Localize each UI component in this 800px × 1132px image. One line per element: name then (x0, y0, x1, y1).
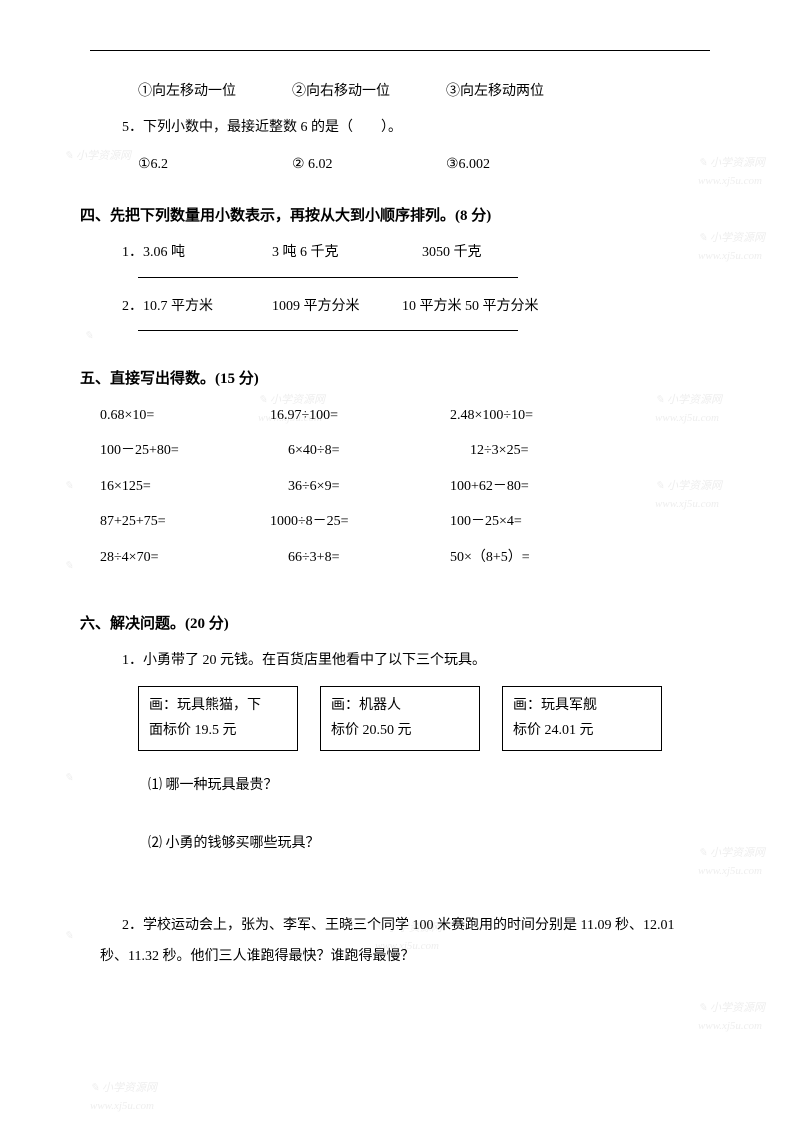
toy-text: 画：机器人 (331, 693, 469, 718)
q2-line1: 2．学校运动会上，张为、李军、王晓三个同学 100 米赛跑用的时间分别是 11.… (100, 918, 674, 933)
q3-options: ①向左移动一位 ②向右移动一位 ③向左移动两位 (80, 81, 720, 103)
val: 10 平方米 50 平方分米 (402, 296, 539, 318)
s6-q2: 2．学校运动会上，张为、李军、王晓三个同学 100 米赛跑用的时间分别是 11.… (80, 911, 720, 973)
section4-title: 四、先把下列数量用小数表示，再按从大到小顺序排列。(8 分) (80, 204, 720, 228)
q5-text: 5．下列小数中，最接近整数 6 的是（ ）。 (80, 117, 720, 139)
expr: 28÷4×70= (100, 547, 270, 569)
opt: ③6.002 (446, 154, 490, 176)
toy-text: 画：玩具熊猫，下 (149, 693, 287, 718)
s6-sub2: ⑵ 小勇的钱够买哪些玩具？ (80, 833, 720, 855)
toy-text: 标价 20.50 元 (331, 718, 469, 743)
answer-line (138, 330, 518, 331)
q2-line2: 秒、11.32 秒。他们三人谁跑得最快？谁跑得最慢？ (100, 949, 414, 964)
val: 1．3.06 吨 (122, 242, 272, 264)
section5-title: 五、直接写出得数。(15 分) (80, 367, 720, 391)
watermark: ✎ 小学资源网www.xj5u.com (698, 1000, 765, 1035)
val: 1009 平方分米 (272, 296, 402, 318)
s4-row1: 1．3.06 吨 3 吨 6 千克 3050 千克 (80, 242, 720, 264)
watermark: ✎ (84, 328, 93, 346)
expr: 100－25×4= (450, 511, 720, 533)
watermark: ✎ (64, 558, 73, 576)
expr: 12÷3×25= (450, 440, 720, 462)
s4-row2: 2．10.7 平方米 1009 平方分米 10 平方米 50 平方分米 (80, 296, 720, 318)
expr: 66÷3+8= (270, 547, 450, 569)
val: 3 吨 6 千克 (272, 242, 422, 264)
expr: 1000÷8－25= (270, 511, 450, 533)
watermark: ✎ (64, 770, 73, 788)
opt: ② 6.02 (292, 154, 422, 176)
s6-q1: 1．小勇带了 20 元钱。在百货店里他看中了以下三个玩具。 (80, 650, 720, 672)
page-border-top (90, 50, 710, 51)
toy-box-2: 画：机器人 标价 20.50 元 (320, 686, 480, 750)
expr: 100－25+80= (100, 440, 270, 462)
q5-options: ①6.2 ② 6.02 ③6.002 (80, 154, 720, 176)
expr: 36÷6×9= (270, 476, 450, 498)
opt: ②向右移动一位 (292, 81, 422, 103)
watermark: ✎ 小学资源网www.xj5u.com (90, 1080, 157, 1115)
val: 3050 千克 (422, 242, 482, 264)
expr: 87+25+75= (100, 511, 270, 533)
watermark: ✎ (64, 478, 73, 496)
toy-text: 标价 24.01 元 (513, 718, 651, 743)
s6-sub1: ⑴ 哪一种玩具最贵？ (80, 775, 720, 797)
section6-title: 六、解决问题。(20 分) (80, 612, 720, 636)
toys-row: 画：玩具熊猫，下 面标价 19.5 元 画：机器人 标价 20.50 元 画：玩… (80, 686, 720, 750)
expr: 6×40÷8= (270, 440, 450, 462)
calc-col-1: 0.68×10= 100－25+80= 16×125= 87+25+75= 28… (100, 405, 270, 582)
opt: ①6.2 (138, 154, 268, 176)
calc-col-2: 16.97÷100= 6×40÷8= 36÷6×9= 1000÷8－25= 66… (270, 405, 450, 582)
calc-grid: 0.68×10= 100－25+80= 16×125= 87+25+75= 28… (80, 405, 720, 582)
val: 2．10.7 平方米 (122, 296, 272, 318)
watermark: ✎ (64, 928, 73, 946)
toy-box-1: 画：玩具熊猫，下 面标价 19.5 元 (138, 686, 298, 750)
opt: ①向左移动一位 (138, 81, 268, 103)
toy-text: 面标价 19.5 元 (149, 718, 287, 743)
toy-box-3: 画：玩具军舰 标价 24.01 元 (502, 686, 662, 750)
toy-text: 画：玩具军舰 (513, 693, 651, 718)
opt: ③向左移动两位 (446, 81, 544, 103)
expr: 0.68×10= (100, 405, 270, 427)
answer-line (138, 277, 518, 278)
expr: 50×（8+5）= (450, 547, 720, 569)
calc-col-3: 2.48×100÷10= 12÷3×25= 100+62－80= 100－25×… (450, 405, 720, 582)
expr: 16×125= (100, 476, 270, 498)
expr: 100+62－80= (450, 476, 720, 498)
expr: 2.48×100÷10= (450, 405, 720, 427)
expr: 16.97÷100= (270, 405, 450, 427)
